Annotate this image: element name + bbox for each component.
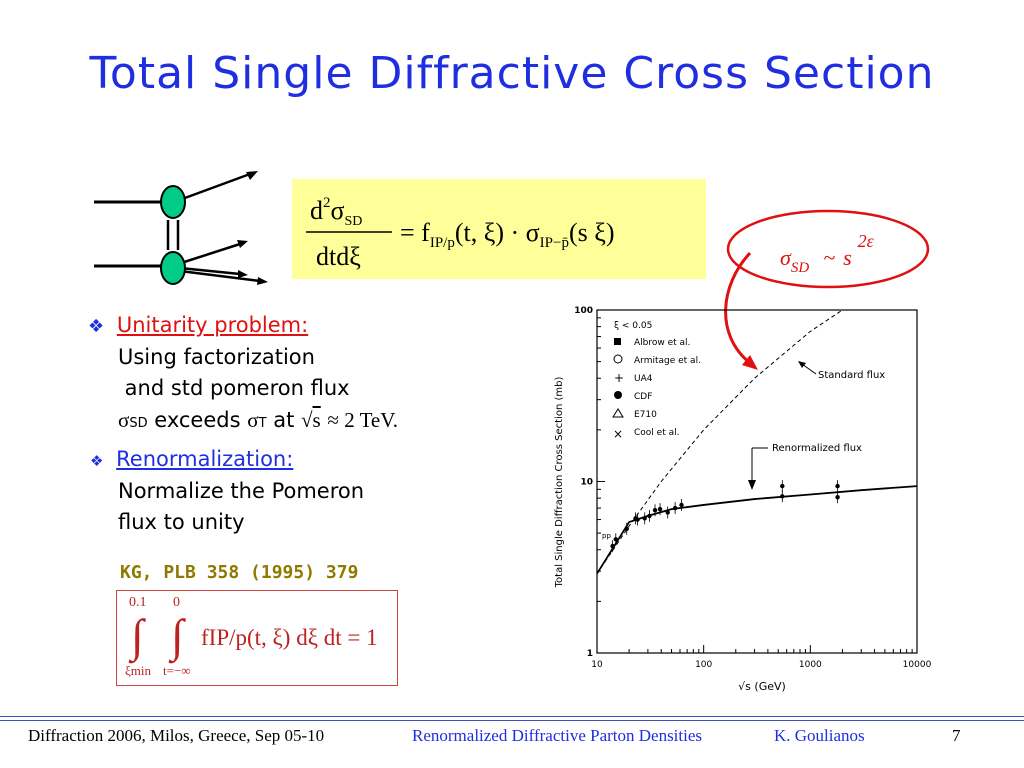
energy-text: ≈ 2 TeV.	[327, 407, 398, 432]
slide-title: Total Single Diffractive Cross Section	[89, 48, 935, 99]
data-point	[835, 494, 840, 500]
legend-entry: UA4	[634, 374, 653, 384]
vertex-top	[160, 185, 186, 219]
diffraction-diagram	[94, 171, 268, 285]
data-point	[613, 537, 618, 542]
data-point	[647, 513, 652, 519]
data-point	[642, 516, 647, 521]
footer-left: Diffraction 2006, Milos, Greece, Sep 05-…	[28, 726, 325, 745]
y-axis-label: Total Single Diffraction Cross Section (…	[554, 377, 565, 589]
footer-divider	[0, 716, 1024, 721]
legend-entry: Cool et al.	[634, 428, 679, 438]
integral-upper-limit-2: 0	[173, 595, 180, 610]
svg-text:σSD~s2ε: σSD ~ s2ε	[780, 231, 875, 276]
svg-text:×: ×	[613, 427, 623, 441]
x-system-line-3	[179, 269, 261, 283]
sqrt-s: √s	[301, 407, 321, 432]
bullet-1: ❖ Unitarity problem:	[88, 310, 398, 342]
legend-entry: E710	[634, 410, 657, 420]
data-point	[672, 505, 678, 511]
arrow-head-icon	[237, 240, 248, 248]
integral-lower-limit-2: t=−∞	[163, 663, 191, 678]
bullet-2: ❖ Renormalization:	[88, 444, 398, 476]
bullet-list: ❖ Unitarity problem: Using factorization…	[88, 310, 398, 539]
series-line	[596, 485, 918, 575]
cross-section-equation: d2σSD dtdξ = fIP/p(t, ξ) · σIP−p̄(s ξ)	[292, 179, 706, 279]
y-tick-label: 100	[574, 306, 593, 316]
data-point	[665, 510, 670, 515]
arrow-head-icon	[257, 277, 268, 285]
x-tick-label: 1000	[799, 660, 822, 670]
arrow-head-icon	[742, 355, 758, 370]
integral-lower-limit-1: ξmin	[125, 663, 152, 678]
integral-upper-limit-1: 0.1	[129, 595, 147, 610]
arrow-head-icon	[246, 171, 258, 180]
data-point	[624, 526, 629, 531]
data-point	[780, 483, 785, 489]
reference: KG, PLB 358 (1995) 379	[120, 562, 359, 583]
data-point	[780, 494, 785, 499]
renormalization-heading: Renormalization:	[116, 447, 294, 471]
legend-entry: CDF	[634, 392, 652, 402]
unitarity-heading: Unitarity problem:	[116, 313, 309, 337]
data-point	[610, 543, 615, 549]
legend: ξ < 0.05 Albrow et al. Armitage et al. +…	[612, 321, 701, 441]
legend-entry: Armitage et al.	[634, 356, 701, 366]
x-tick-label: 100	[695, 660, 712, 670]
bullet-1-line-3: σSD exceeds σT at √s ≈ 2 TeV.	[118, 407, 398, 432]
arrow-head-icon	[238, 270, 248, 278]
y-tick-label: 1	[587, 649, 593, 659]
outgoing-proton-line	[173, 172, 251, 204]
vertex-bottom	[160, 251, 186, 285]
integral-body: fIP/p(t, ξ) dξ dt = 1	[201, 625, 378, 650]
integral-sign-icon: ∫	[171, 610, 184, 661]
footer-center: Renormalized Diffractive Parton Densitie…	[412, 726, 703, 745]
x-system-line-1	[177, 242, 241, 266]
diamond-bullet-icon: ❖	[90, 452, 104, 470]
svg-text:= fIP/p(t, ξ) · σIP−p̄(s ξ): = fIP/p(t, ξ) · σIP−p̄(s ξ)	[400, 218, 614, 251]
svg-text:dtdξ: dtdξ	[316, 242, 361, 271]
normalization-integral: 0.1 0 ∫ ∫ ξmin t=−∞ fIP/p(t, ξ) dξ dt = …	[116, 590, 398, 686]
legend-entry: Albrow et al.	[634, 338, 690, 348]
svg-text:+: +	[614, 371, 624, 385]
diamond-bullet-icon: ❖	[88, 316, 105, 337]
x-tick-label: 10000	[903, 660, 932, 670]
pp-label: pp	[602, 532, 611, 540]
data-point	[652, 508, 658, 513]
data-point	[679, 502, 684, 508]
footer-author: K. Goulianos	[774, 726, 865, 745]
at-text: at	[273, 407, 295, 432]
exceeds-text: exceeds	[154, 407, 241, 432]
page-number: 7	[952, 726, 961, 745]
highlight-ellipse	[726, 209, 930, 289]
series-line	[596, 309, 843, 574]
x-tick-label: 10	[591, 660, 603, 670]
x-axis-label: √s (GeV)	[738, 680, 786, 693]
y-tick-label: 10	[580, 478, 593, 488]
data-point	[835, 483, 840, 489]
x-system-line-2	[179, 266, 241, 276]
data-point	[635, 517, 640, 522]
bullet-1-line-1: Using factorization	[118, 344, 315, 369]
integral-sign-icon: ∫	[131, 610, 144, 661]
bullet-2-line-2: flux to unity	[118, 510, 245, 534]
bullet-2-line-1: Normalize the Pomeron	[118, 478, 365, 503]
legend-header: ξ < 0.05	[614, 321, 652, 331]
standard-flux-label: Standard flux	[818, 370, 885, 381]
renormalized-flux-label: Renormalized flux	[772, 443, 862, 454]
bullet-1-line-2: and std pomeron flux	[118, 376, 350, 400]
svg-text:d2σSD: d2σSD	[310, 195, 362, 229]
data-point	[657, 506, 663, 512]
